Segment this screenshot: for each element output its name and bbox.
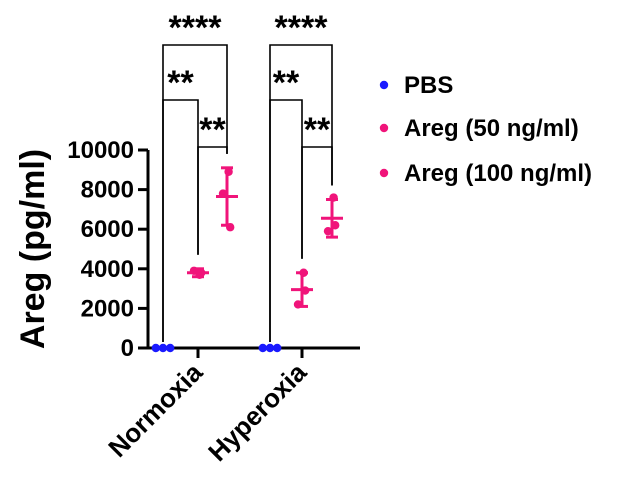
legend-label: Areg (50 ng/ml) (404, 115, 579, 142)
significance-label: **** (275, 9, 329, 47)
significance-bracket (197, 146, 228, 255)
y-tick-label: 6000 (81, 216, 134, 243)
data-point (226, 223, 235, 232)
significance-label: ** (167, 64, 194, 102)
data-point (331, 221, 340, 230)
y-tick-label: 4000 (81, 256, 134, 283)
data-point (258, 343, 267, 353)
significance-bracket (269, 44, 333, 342)
data-point (273, 343, 282, 353)
significance-bracket (301, 146, 333, 259)
significance-label: **** (169, 9, 223, 47)
x-tick-label: Hyperoxia (202, 357, 312, 467)
significance-label: ** (304, 111, 331, 149)
data-point (299, 268, 308, 277)
data-point (166, 343, 175, 353)
data-point (218, 189, 228, 198)
data-point (189, 266, 199, 275)
legend-marker (379, 123, 389, 133)
legend-label: PBS (404, 72, 453, 99)
data-point (301, 286, 310, 295)
y-tick-label: 0 (121, 335, 134, 362)
significance-bracket (162, 99, 199, 342)
data-point (293, 300, 303, 309)
data-point (265, 343, 275, 353)
data-point (158, 343, 168, 353)
data-point (323, 226, 333, 236)
legend-marker (379, 168, 389, 178)
significance-label: ** (199, 111, 226, 149)
legend-label: Areg (100 ng/ml) (404, 160, 592, 187)
legend-marker (379, 80, 389, 90)
y-axis-title: Areg (pg/ml) (14, 149, 52, 349)
data-point (197, 268, 206, 277)
x-tick-label: Normoxia (102, 357, 208, 463)
significance-bracket (162, 44, 228, 342)
data-point (151, 343, 160, 353)
y-tick-label: 2000 (81, 295, 134, 322)
data-point (329, 193, 338, 202)
y-tick-label: 8000 (81, 177, 134, 204)
y-tick-label: 10000 (67, 137, 134, 164)
data-point (224, 167, 233, 176)
significance-label: ** (273, 64, 300, 102)
